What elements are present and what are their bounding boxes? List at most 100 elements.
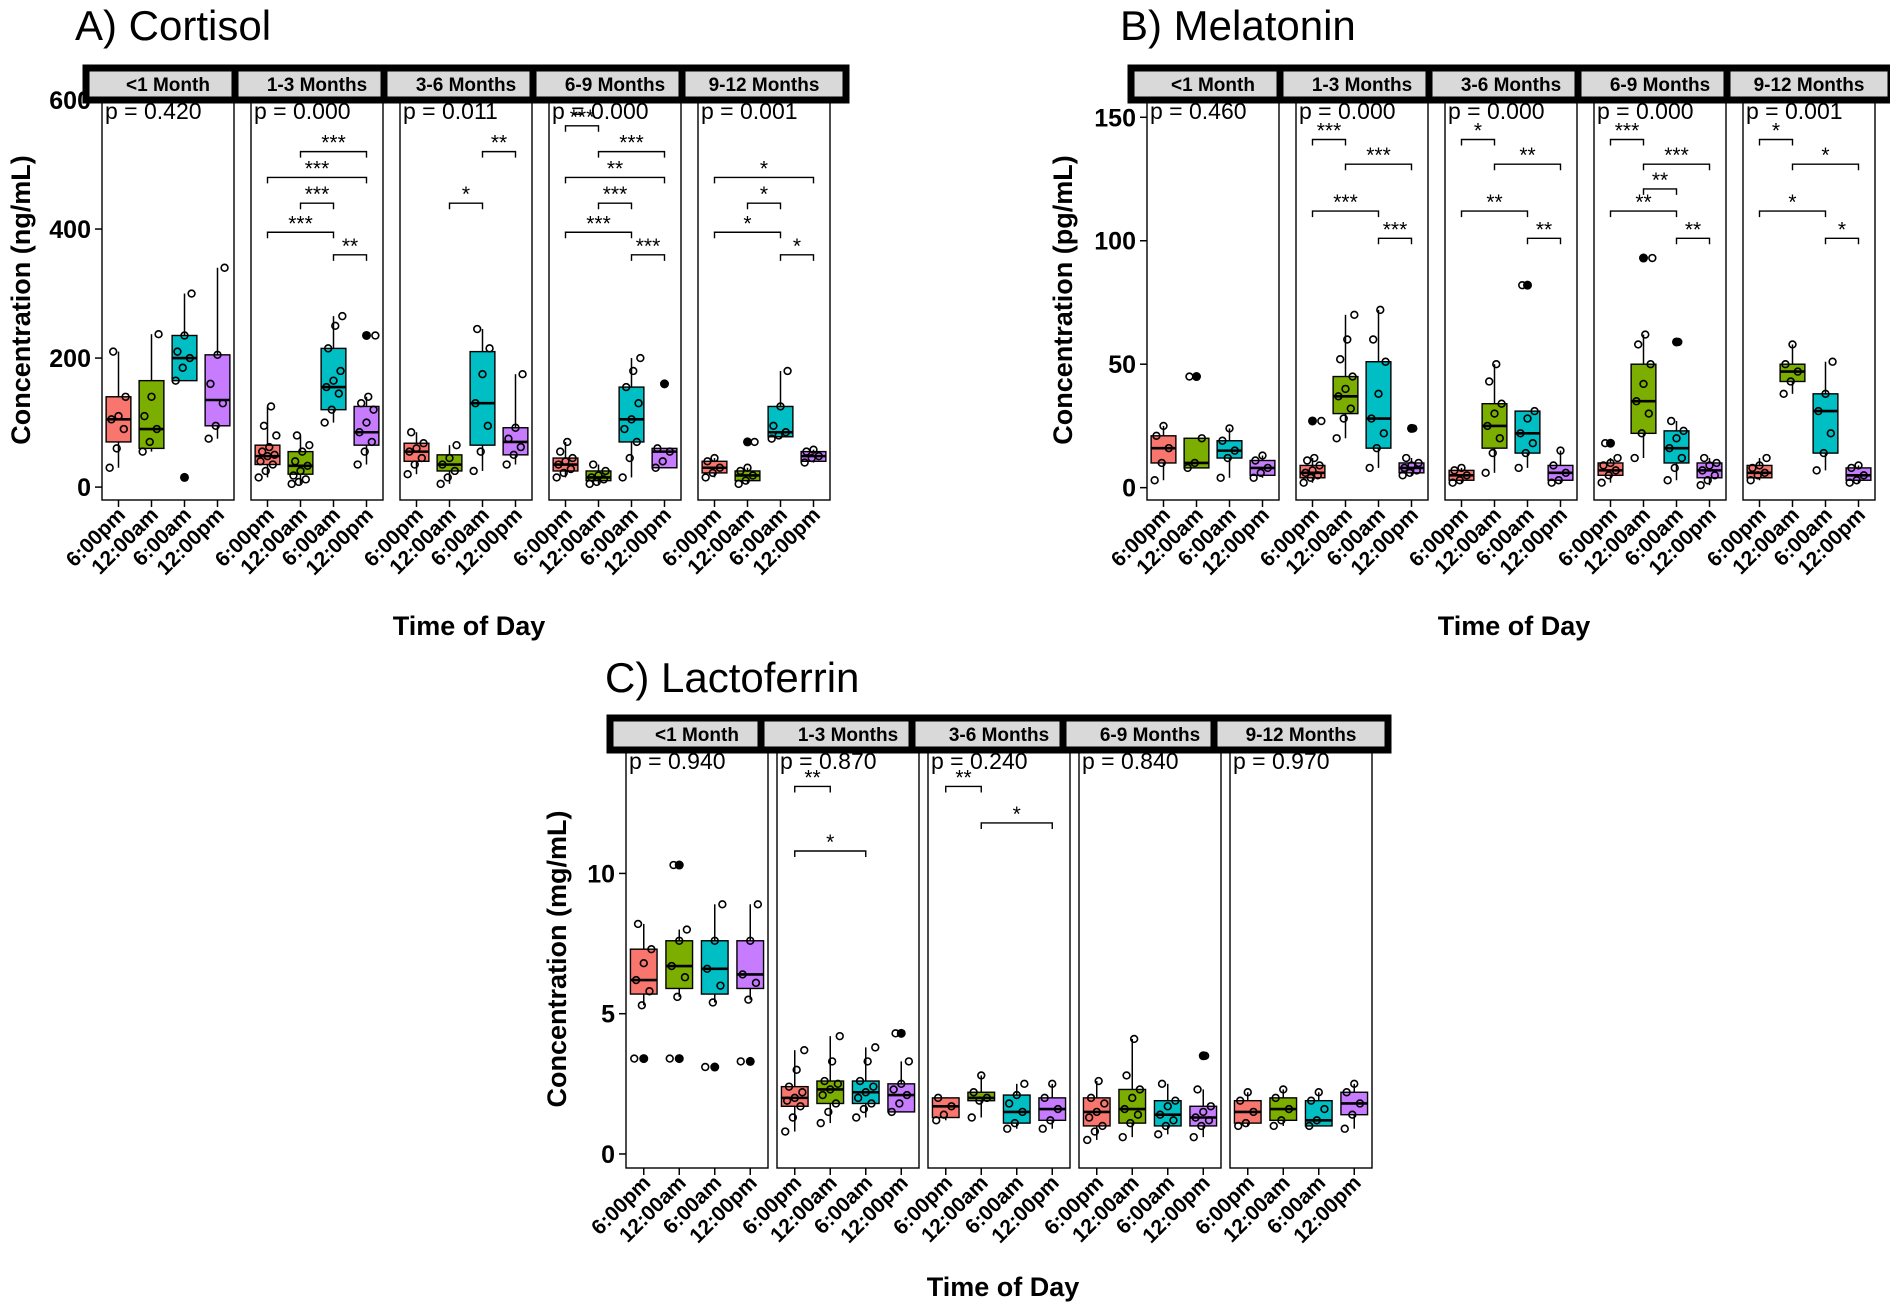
bracket-line xyxy=(1642,188,1678,195)
chart-title: C) Lactoferrin xyxy=(605,654,859,701)
data-point xyxy=(1223,453,1232,463)
data-point xyxy=(967,1113,976,1122)
data-point xyxy=(1666,416,1676,426)
data-point xyxy=(1243,1088,1252,1097)
data-point xyxy=(853,1093,863,1103)
data-point xyxy=(1301,468,1310,478)
data-point xyxy=(736,466,745,476)
data-point xyxy=(645,987,654,996)
data-point xyxy=(1699,453,1709,463)
data-point xyxy=(504,434,513,443)
outlier-point xyxy=(180,472,189,482)
significance-bracket: *** xyxy=(564,106,600,132)
data-point xyxy=(818,1090,827,1100)
data-point xyxy=(1129,1034,1139,1044)
data-point xyxy=(1517,280,1527,290)
data-point xyxy=(436,479,445,489)
y-tick-label: 50 xyxy=(1108,351,1136,379)
bracket-label: ** xyxy=(491,132,507,155)
bracket-label: * xyxy=(743,212,751,235)
significance-bracket: * xyxy=(1758,191,1827,218)
y-tick-label: 0 xyxy=(77,474,91,502)
bracket-line xyxy=(746,202,782,210)
bracket-label: *** xyxy=(305,157,330,180)
data-point xyxy=(213,350,222,360)
bracket-label: * xyxy=(1474,120,1482,143)
significance-bracket: ** xyxy=(1526,218,1562,245)
facet-strip-label: 1-3 Months xyxy=(1312,75,1412,96)
box-12:00pm xyxy=(800,445,827,467)
facet-strip-label: <1 Month xyxy=(1171,75,1255,96)
data-point xyxy=(1859,471,1869,480)
data-point xyxy=(419,439,428,448)
data-point xyxy=(1279,1085,1288,1094)
data-point xyxy=(783,366,792,376)
data-point xyxy=(1164,443,1174,453)
data-point xyxy=(140,411,149,421)
data-point xyxy=(511,423,520,432)
data-point xyxy=(1398,471,1407,480)
data-point xyxy=(1819,448,1828,458)
data-point xyxy=(1053,1104,1063,1114)
data-point xyxy=(338,311,347,321)
data-point xyxy=(1251,456,1260,465)
y-axis-label: Concentration (pg/mL) xyxy=(1048,155,1078,444)
facet-panel xyxy=(1444,99,1578,501)
data-point xyxy=(1314,1088,1323,1097)
box-6:00pm xyxy=(780,1045,809,1136)
data-point xyxy=(1225,424,1234,433)
facet-panel xyxy=(101,99,235,501)
data-point xyxy=(1523,414,1532,423)
bracket-line xyxy=(794,850,867,857)
data-point xyxy=(303,461,312,471)
data-point xyxy=(1698,466,1707,475)
bracket-line xyxy=(448,202,484,210)
data-point xyxy=(323,344,333,353)
data-point xyxy=(268,460,278,469)
box-6:00pm xyxy=(403,428,430,479)
data-point xyxy=(1597,478,1606,487)
data-point xyxy=(1365,463,1374,473)
box-6:00am xyxy=(1153,1079,1182,1139)
data-point xyxy=(257,447,267,456)
data-point xyxy=(1633,340,1643,349)
significance-bracket: *** xyxy=(597,132,666,158)
data-point xyxy=(1405,468,1414,478)
data-point xyxy=(792,1065,801,1075)
data-point xyxy=(889,1085,898,1094)
data-point xyxy=(1600,439,1610,448)
bracket-label: *** xyxy=(603,183,628,206)
data-point xyxy=(1549,461,1558,470)
box-6:00pm xyxy=(1746,453,1773,485)
data-point xyxy=(904,1057,914,1066)
data-point xyxy=(933,1093,943,1103)
facet-panel xyxy=(625,749,769,1169)
outlier-point xyxy=(1198,1051,1208,1061)
data-point xyxy=(781,428,791,437)
significance-bracket: *** xyxy=(630,235,666,261)
y-tick-label: 0 xyxy=(1122,475,1136,503)
data-point xyxy=(1312,1116,1322,1125)
data-point xyxy=(220,263,229,272)
data-point xyxy=(1599,461,1608,470)
data-point xyxy=(187,289,196,298)
data-point xyxy=(861,1088,870,1097)
data-point xyxy=(1048,1079,1057,1089)
box-iqr xyxy=(780,1085,809,1107)
data-point xyxy=(1414,458,1423,468)
data-point xyxy=(1341,384,1350,394)
data-point xyxy=(1263,463,1273,473)
data-point xyxy=(871,1043,880,1052)
x-axis-label: Time of Day xyxy=(393,611,546,641)
facet-panel xyxy=(548,99,682,501)
box-6:00pm xyxy=(629,919,658,1064)
box-6:00pm xyxy=(1082,1076,1111,1145)
data-point xyxy=(1665,443,1674,453)
data-point xyxy=(1269,1121,1278,1131)
data-point xyxy=(1128,1093,1137,1103)
p-value: p = 0.870 xyxy=(780,748,877,774)
data-point xyxy=(1189,1132,1198,1142)
data-point xyxy=(1206,1102,1216,1111)
data-point xyxy=(636,353,645,363)
